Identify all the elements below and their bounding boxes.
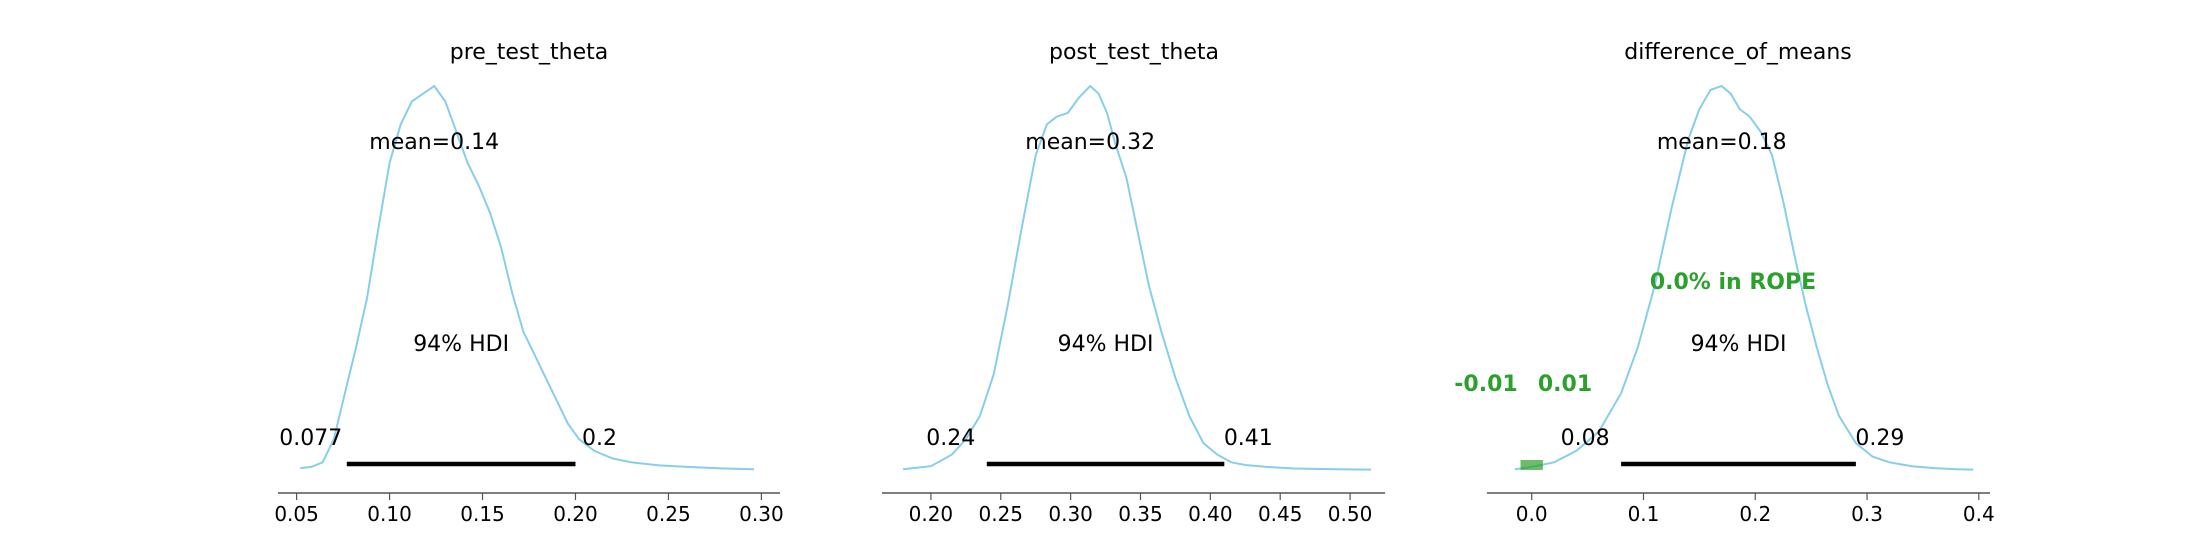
x-tick-label: 0.0 (1516, 502, 1548, 526)
x-tick-label: 0.50 (1328, 502, 1373, 526)
hdi-high-label: 0.29 (1855, 426, 1904, 451)
hdi-high-label: 0.41 (1224, 426, 1273, 451)
rope-percent-label: 0.0% in ROPE (1650, 270, 1816, 295)
density-curve (902, 84, 1372, 471)
hdi-label: 94% HDI (1691, 332, 1787, 357)
panel-title: difference_of_means (1624, 40, 1852, 65)
panel-post-test-theta: post_test_theta mean=0.32 94% HDI 0.24 0.41 0… (882, 40, 1385, 526)
x-tick-label: 0.25 (978, 502, 1023, 526)
rope-bar (1520, 460, 1543, 470)
x-tick-label: 0.2 (1739, 502, 1771, 526)
x-tick-label: 0.40 (1188, 502, 1233, 526)
rope-high-label: 0.01 (1538, 372, 1592, 397)
x-tick-label: 0.30 (1048, 502, 1093, 526)
hdi-low-label: 0.24 (926, 426, 975, 451)
x-tick-label: 0.45 (1258, 502, 1303, 526)
panel-title: pre_test_theta (450, 40, 609, 65)
hdi-high-label: 0.2 (582, 426, 617, 451)
x-tick-label: 0.15 (460, 502, 505, 526)
x-tick-label: 0.05 (274, 502, 319, 526)
x-tick-label: 0.3 (1851, 502, 1883, 526)
x-tick-label: 0.1 (1628, 502, 1660, 526)
x-tick-label: 0.25 (646, 502, 691, 526)
x-tick-label: 0.30 (739, 502, 784, 526)
panel-title: post_test_theta (1049, 40, 1219, 65)
x-tick-label: 0.35 (1118, 502, 1163, 526)
x-tick-label: 0.10 (367, 502, 412, 526)
x-tick-label: 0.4 (1963, 502, 1995, 526)
panel-pre-test-theta: pre_test_theta mean=0.14 94% HDI 0.077 0.2 0.… (274, 40, 783, 526)
hdi-low-label: 0.08 (1561, 426, 1610, 451)
panel-difference-of-means: difference_of_means mean=0.18 94% HDI 0.08 0… (1454, 40, 1994, 526)
hdi-low-label: 0.077 (279, 426, 342, 451)
rope-low-label: -0.01 (1454, 372, 1517, 397)
mean-label: mean=0.32 (1025, 130, 1155, 155)
x-tick-label: 0.20 (553, 502, 598, 526)
hdi-label: 94% HDI (1058, 332, 1154, 357)
mean-label: mean=0.14 (369, 130, 499, 155)
density-curve (1514, 84, 1974, 471)
mean-label: mean=0.18 (1657, 130, 1787, 155)
x-tick-label: 0.20 (909, 502, 954, 526)
density-curve (300, 84, 755, 471)
hdi-label: 94% HDI (413, 332, 509, 357)
